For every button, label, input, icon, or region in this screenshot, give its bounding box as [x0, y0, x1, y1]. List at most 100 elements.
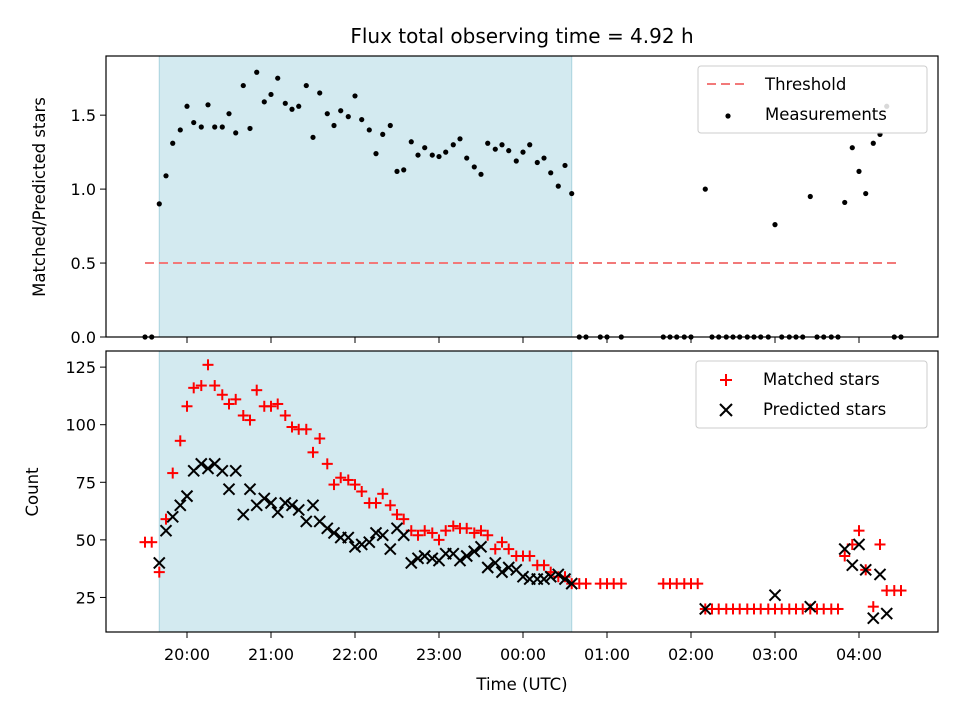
- matched-star-point: [342, 474, 354, 486]
- measurement-point: [247, 125, 253, 132]
- matched-star-point: [398, 513, 410, 525]
- predicted-star-point: [327, 526, 341, 540]
- matched-star-point: [419, 525, 431, 537]
- predicted-star-point: [565, 577, 578, 590]
- measurement-point: [513, 158, 519, 164]
- measurement-point: [268, 91, 274, 98]
- measurement-point: [163, 173, 169, 179]
- x-tick-label: 03:00: [752, 645, 798, 664]
- count-panel: 20:00 21:00 22:00 23:00 00:00 01:00 02:00 03:00…: [23, 350, 939, 694]
- x-tick-label: 21:00: [248, 645, 294, 664]
- predicted-star-point: [460, 549, 473, 563]
- predicted-star-point: [411, 552, 425, 565]
- count-points: [139, 359, 907, 625]
- ratio-panel-ylabel: Matched/Predicted stars: [30, 97, 49, 297]
- matched-star-point: [853, 525, 865, 537]
- predicted-star-point: [859, 563, 872, 577]
- matched-star-point: [874, 538, 886, 550]
- measurement-point: [296, 103, 302, 109]
- matched-star-point: [384, 499, 396, 511]
- x-tick-label: 01:00: [584, 645, 630, 664]
- x-tick-label: 23:00: [416, 645, 462, 664]
- matched-star-point: [167, 467, 179, 479]
- measurement-point: [457, 136, 463, 142]
- measurement-point: [156, 201, 162, 207]
- matched-star-point: [615, 578, 627, 590]
- matched-star-point: [279, 409, 291, 421]
- measurement-point: [807, 193, 813, 200]
- matched-legend-label: Matched stars: [763, 370, 880, 389]
- measurement-point: [408, 139, 414, 145]
- measurement-point: [492, 146, 498, 152]
- matched-star-point: [433, 534, 445, 546]
- measurement-point: [394, 168, 400, 174]
- predicted-star-point: [481, 561, 494, 574]
- ratio-panel-window: [158, 55, 573, 338]
- matched-star-point: [440, 525, 452, 537]
- predicted-star-point: [384, 542, 397, 556]
- predicted-star-point: [405, 556, 418, 570]
- predicted-legend-label: Predicted stars: [763, 400, 886, 419]
- predicted-star-point: [271, 506, 284, 519]
- predicted-star-point: [558, 572, 572, 586]
- measurement-point: [254, 69, 260, 75]
- predicted-star-point: [699, 602, 712, 616]
- matched-star-point: [349, 479, 361, 491]
- measurement-point: [772, 222, 778, 228]
- predicted-star-point: [222, 482, 236, 496]
- predicted-star-point: [495, 565, 509, 579]
- matched-star-point: [839, 550, 851, 562]
- measurement-point: [443, 149, 449, 155]
- matched-star-point: [314, 433, 326, 445]
- matched-star-point: [307, 446, 319, 458]
- chart-title: Flux total observing time = 4.92 h: [350, 24, 693, 48]
- measurement-point: [471, 164, 477, 170]
- measurement-point: [373, 151, 379, 157]
- measurement-point: [366, 127, 372, 133]
- y-tick-label: 1.0: [71, 180, 96, 199]
- matched-star-point: [832, 603, 844, 615]
- measurement-point: [464, 155, 470, 161]
- measurement-point: [863, 190, 869, 197]
- predicted-star-point: [279, 496, 292, 510]
- predicted-legend-swatch: [719, 403, 733, 417]
- predicted-star-point: [363, 535, 376, 549]
- matched-star-point: [468, 527, 480, 539]
- count-panel-legend: Matched stars Predicted stars: [695, 360, 928, 429]
- predicted-star-point: [180, 489, 194, 503]
- predicted-star-point: [166, 510, 179, 524]
- matched-star-point: [223, 398, 235, 410]
- measurement-point: [856, 168, 862, 174]
- measurement-point: [345, 114, 351, 120]
- measurement-points: [142, 69, 904, 340]
- y-tick-label: 0.0: [71, 328, 96, 347]
- measurement-point: [842, 199, 848, 206]
- predicted-star-point: [880, 607, 893, 620]
- matched-star-point: [895, 585, 907, 597]
- measurement-point: [275, 75, 281, 81]
- predicted-star-point: [768, 588, 782, 602]
- measurement-point: [450, 142, 456, 148]
- x-tick-label: 22:00: [332, 645, 378, 664]
- matched-legend-swatch: [720, 374, 732, 386]
- ratio-panel-legend: Threshold Measurements: [697, 65, 928, 134]
- measurement-point: [506, 148, 512, 154]
- measurement-point: [548, 170, 554, 176]
- predicted-star-point: [474, 540, 488, 553]
- predicted-star-point: [159, 524, 173, 537]
- measurements-legend-label: Measurements: [765, 105, 887, 124]
- ratio-panel-ticks: 0.0 0.5 1.0 1.5: [71, 106, 860, 347]
- y-tick-label: 0.5: [71, 254, 96, 273]
- predicted-star-point: [201, 462, 215, 475]
- measurement-point: [303, 82, 309, 89]
- predicted-star-point: [355, 538, 368, 551]
- matched-star-point: [426, 527, 438, 539]
- matched-star-point: [377, 488, 389, 500]
- predicted-star-point: [852, 538, 866, 551]
- measurement-point: [352, 93, 358, 99]
- measurement-point: [562, 162, 568, 169]
- predicted-star-point: [229, 464, 242, 477]
- measurement-point: [205, 102, 211, 108]
- matched-star-point: [272, 398, 284, 410]
- measurement-point: [226, 111, 232, 117]
